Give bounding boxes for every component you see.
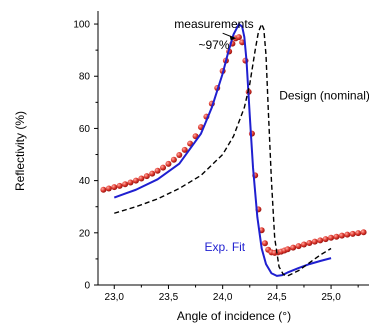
measurement-point (328, 234, 335, 241)
measurement-point (235, 34, 242, 41)
x-tick-label: 25,0 (321, 292, 341, 303)
exp-fit-line (113, 23, 332, 277)
y-tick-label: 0 (84, 281, 90, 292)
measurement-point (290, 244, 297, 251)
measurement-point (116, 182, 123, 189)
measurement-point (105, 185, 112, 192)
y-axis-title: Reflectivity (%) (13, 111, 27, 191)
annotation-label: Design (nominal) (279, 89, 369, 103)
measurement-point (360, 229, 367, 236)
x-tick-label: 23,5 (159, 292, 179, 303)
measurement-point (311, 238, 318, 245)
measurement-point (295, 243, 302, 250)
measurement-point (300, 241, 307, 248)
annotation-arrow-head (229, 35, 236, 41)
measurement-point (349, 230, 356, 237)
measurement-point (143, 173, 150, 180)
measurement-point (317, 237, 324, 244)
measurement-point (122, 181, 129, 188)
y-tick-label: 60 (79, 124, 91, 135)
measurement-point (261, 240, 268, 247)
measurement-point (284, 246, 291, 253)
x-tick-label: 24,0 (213, 292, 233, 303)
measurement-point (170, 156, 177, 163)
measurement-point (127, 179, 134, 186)
measurement-point (176, 152, 183, 159)
y-axis-ticks: 0 20 40 60 80 100 (73, 20, 98, 292)
measurement-point (138, 175, 145, 182)
measurement-point (322, 236, 329, 243)
annotations: measurements ~97% Design (nominal) Exp. Fit (174, 17, 369, 254)
measurement-point (333, 233, 340, 240)
design-nominal-line (114, 23, 332, 277)
y-tick-label: 40 (79, 176, 91, 187)
measurement-point (154, 167, 161, 174)
measurement-point (160, 164, 167, 171)
y-tick-label: 20 (79, 228, 91, 239)
measurement-point (355, 230, 362, 237)
x-axis-title: Angle of incidence (°) (177, 309, 291, 323)
measurement-point (344, 231, 351, 238)
measurement-point (338, 232, 345, 239)
annotation-label: measurements (174, 17, 253, 31)
x-axis-ticks: 23,0 23,5 24,0 24,5 25,0 (105, 285, 359, 303)
y-tick-label: 100 (73, 20, 90, 31)
measurement-point (100, 186, 107, 193)
annotation-label: Exp. Fit (204, 240, 245, 254)
measurement-point (181, 146, 188, 153)
measurement-point (111, 184, 118, 191)
x-tick-label: 23,0 (105, 292, 125, 303)
measurement-point (165, 160, 172, 167)
plot-area (97, 11, 369, 286)
measurement-point (239, 39, 246, 46)
annotation-label: ~97% (198, 38, 229, 52)
measurement-point (132, 177, 139, 184)
y-tick-label: 80 (79, 72, 91, 83)
measurement-point (149, 170, 156, 177)
measurement-point (306, 239, 313, 246)
x-tick-label: 24,5 (267, 292, 287, 303)
